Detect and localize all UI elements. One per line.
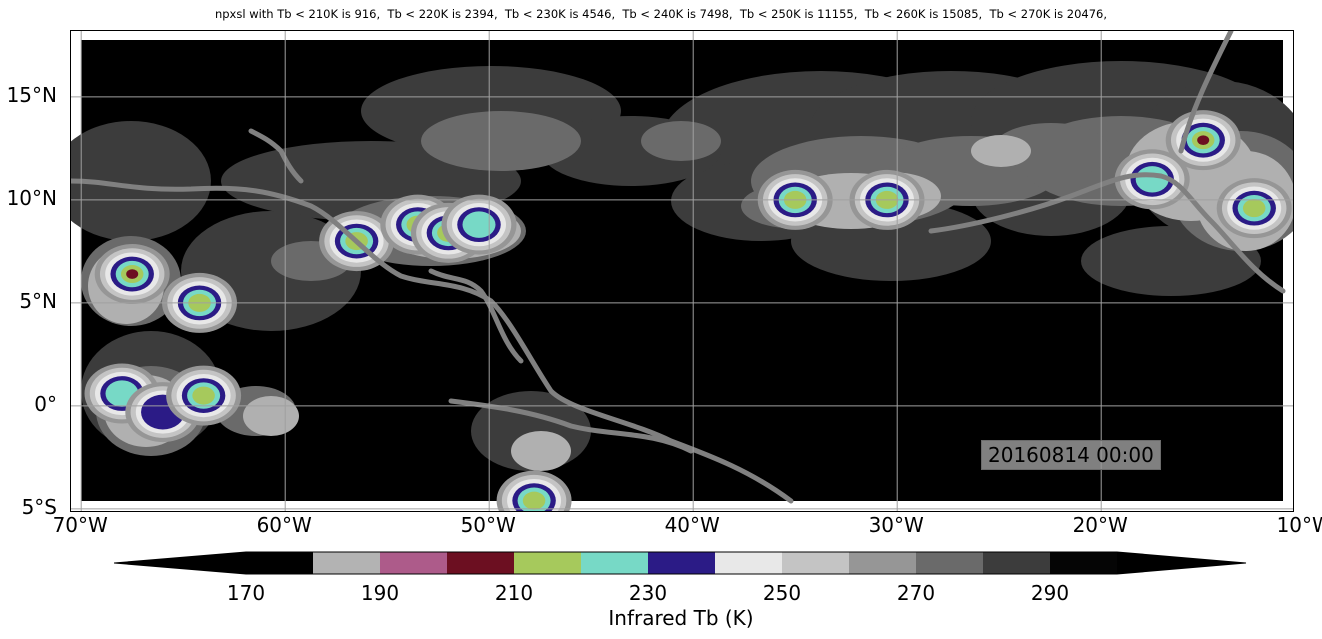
colorbar (114, 551, 1247, 575)
colorbar-tick-label: 170 (226, 581, 266, 605)
cloud-band (511, 431, 571, 471)
coastline (1178, 31, 1234, 154)
colorbar-bin (313, 552, 381, 574)
storm-system (1216, 178, 1292, 239)
colorbar-tick-label: 190 (360, 581, 400, 605)
colorbar-bin (514, 552, 582, 574)
y-tick-label: 0° (34, 391, 57, 416)
cloud-band (243, 396, 299, 436)
colorbar-extend-low (114, 552, 246, 574)
colorbar-bin (1050, 552, 1118, 574)
timestamp-label: 20160814 00:00 (981, 440, 1161, 470)
colorbar-extend-high (1117, 552, 1246, 574)
storm-system (441, 194, 517, 255)
map-plot-area (70, 30, 1294, 512)
chart-title: npxsl with Tb < 210K is 916, Tb < 220K i… (214, 7, 1108, 21)
cloud-band (991, 123, 1111, 179)
cloud-field (71, 61, 1293, 511)
colorbar-bin (983, 552, 1051, 574)
coastline (428, 268, 524, 364)
cloud-band (971, 135, 1031, 167)
storm-system (94, 244, 170, 305)
x-tick-label: 40°W (664, 513, 720, 537)
storm-system (496, 470, 572, 511)
cloud-band (71, 121, 211, 241)
storm-system (1114, 149, 1190, 210)
x-tick-label: 70°W (52, 513, 108, 537)
coastline (928, 172, 1286, 294)
gridlines (71, 31, 1293, 511)
coastline (248, 128, 304, 184)
storm-system (166, 365, 242, 426)
colorbar-bin (246, 552, 314, 574)
x-tick-label: 50°W (460, 513, 516, 537)
colorbar-bin (782, 552, 850, 574)
coastlines (71, 31, 1286, 504)
cloud-band (421, 111, 581, 171)
y-tick-label: 10°N (6, 185, 57, 210)
colorbar-label: Infrared Tb (K) (608, 606, 754, 630)
x-tick-label: 10°W (1276, 513, 1322, 537)
brightness-temperature-map (71, 31, 1293, 511)
colorbar-bin (849, 552, 917, 574)
storm-contour (522, 491, 546, 510)
storm-contour (1242, 199, 1266, 218)
colorbar-bin (380, 552, 448, 574)
storm-contour (192, 386, 215, 405)
colorbar-bin (447, 552, 515, 574)
storm-contour (126, 269, 139, 279)
colorbar-tick-label: 250 (762, 581, 802, 605)
colorbar-bin (581, 552, 649, 574)
x-tick-label: 60°W (256, 513, 312, 537)
x-tick-label: 30°W (868, 513, 924, 537)
colorbar-tick-label: 230 (628, 581, 668, 605)
y-tick-label: 5°S (21, 494, 57, 519)
colorbar-tick-label: 290 (1030, 581, 1070, 605)
colorbar-outline (114, 551, 1247, 575)
coastline (71, 178, 794, 504)
colorbar-bin (648, 552, 716, 574)
colorbar-tick-label: 210 (494, 581, 534, 605)
cloud-band (641, 121, 721, 161)
storm-contour (1197, 135, 1210, 145)
storm-contour (462, 211, 496, 238)
y-tick-label: 15°N (6, 82, 57, 107)
colorbar-bin (715, 552, 783, 574)
y-tick-label: 5°N (19, 288, 57, 313)
x-tick-label: 20°W (1072, 513, 1128, 537)
colorbar-bin (916, 552, 984, 574)
colorbar-tick-label: 270 (896, 581, 936, 605)
